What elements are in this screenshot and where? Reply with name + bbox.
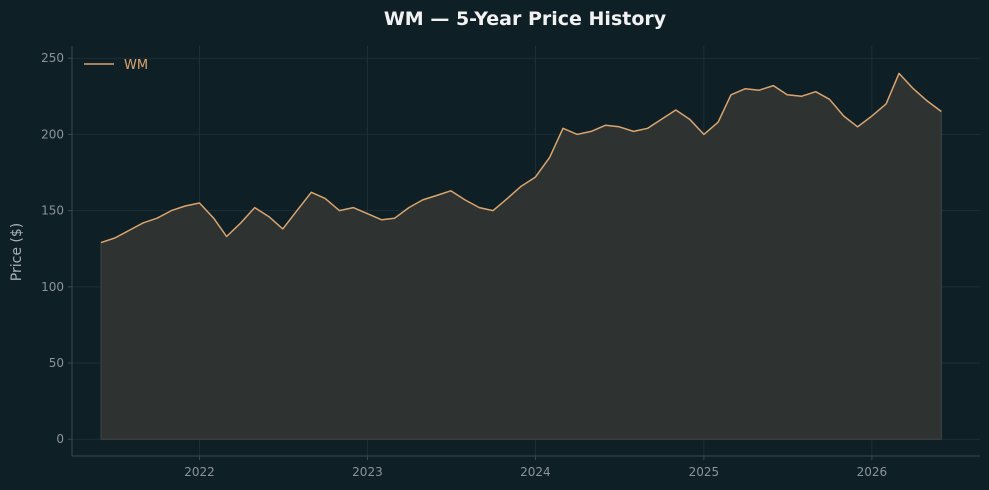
- y-tick-label: 150: [41, 204, 64, 218]
- x-tick-label: 2025: [689, 465, 720, 479]
- y-tick-label: 50: [49, 356, 64, 370]
- series-line-wm: [100, 72, 942, 244]
- y-ticks: 0 50 100 150 200 250: [41, 51, 72, 446]
- y-tick-label: 200: [41, 127, 64, 141]
- y-tick-label: 250: [41, 51, 64, 65]
- line-layer: [100, 72, 942, 244]
- legend: WM: [84, 58, 148, 73]
- x-tick-label: 2022: [184, 465, 215, 479]
- x-ticks: 2022 2023 2024 2025 2026: [184, 456, 887, 479]
- axes: [71, 46, 980, 457]
- y-axis-label: Price ($): [9, 223, 25, 281]
- y-tick-label: 100: [41, 280, 64, 294]
- x-tick-label: 2023: [352, 465, 383, 479]
- x-tick-label: 2026: [857, 465, 888, 479]
- legend-label: WM: [124, 58, 148, 73]
- x-tick-label: 2024: [520, 465, 551, 479]
- y-tick-label: 0: [56, 432, 64, 446]
- chart-title: WM — 5-Year Price History: [384, 8, 667, 30]
